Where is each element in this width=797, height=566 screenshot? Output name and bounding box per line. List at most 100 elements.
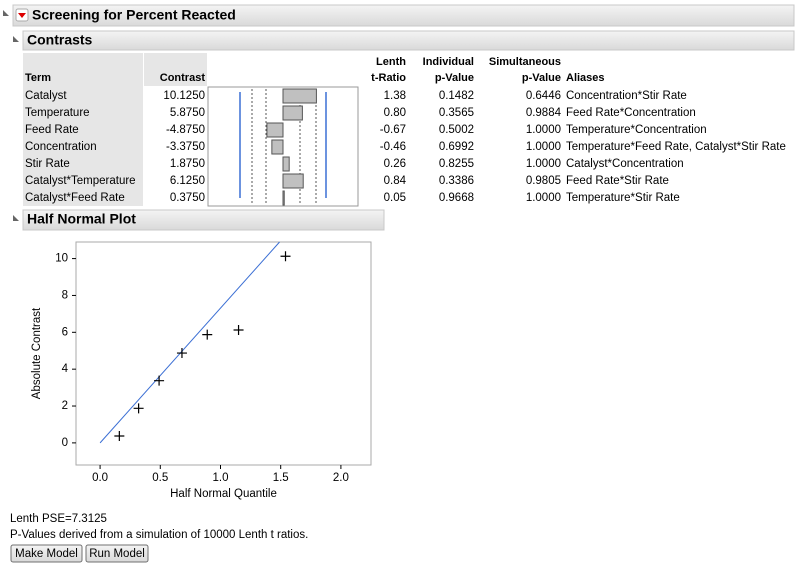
cell: 1.8750 — [170, 158, 205, 170]
cell: 1.0000 — [526, 124, 561, 136]
outline-header — [12, 4, 795, 27]
cell: 10.1250 — [163, 90, 205, 102]
red-triangle — [18, 13, 26, 18]
y-tick-label: 0 — [62, 437, 68, 449]
x-tick-label: 0.5 — [152, 472, 168, 484]
point — [114, 430, 125, 441]
cell: 0.9805 — [526, 175, 561, 187]
section-title: Half Normal Plot — [27, 211, 136, 227]
term: Catalyst*Temperature — [25, 175, 136, 187]
button-label[interactable]: Make Model — [15, 548, 78, 560]
y-tick-label: 4 — [62, 363, 69, 375]
cell: 0.6446 — [526, 90, 561, 102]
cell: Temperature*Concentration — [566, 124, 707, 136]
cell: Catalyst*Concentration — [566, 158, 684, 170]
plot-frame — [75, 241, 372, 466]
button-face[interactable] — [10, 544, 83, 563]
cell: 0.6992 — [439, 141, 474, 153]
column-header: Simultaneous — [489, 56, 561, 68]
button[interactable]: Run Model — [85, 544, 149, 563]
cell: 0.80 — [384, 107, 406, 119]
button[interactable]: Make Model — [10, 544, 83, 563]
y-tick-label: 2 — [62, 400, 68, 412]
column-header: Individual — [423, 56, 474, 68]
cell: -3.3750 — [166, 141, 205, 153]
x-tick-label: 0.0 — [92, 472, 108, 484]
contrast-bar — [271, 139, 284, 155]
cell: 0.3565 — [439, 107, 474, 119]
column-header: Aliases — [566, 72, 605, 84]
x-tick-label: 1.0 — [212, 472, 228, 484]
cell: Temperature*Stir Rate — [566, 192, 680, 204]
cell: 0.84 — [384, 175, 407, 187]
cell: -0.46 — [380, 141, 406, 153]
term: Feed Rate — [25, 124, 79, 136]
section-title: Contrasts — [27, 32, 93, 48]
y-tick-label: 6 — [62, 326, 68, 338]
column-header: p-Value — [435, 72, 474, 84]
column-header: Contrast — [160, 72, 206, 84]
cell: Feed Rate*Concentration — [566, 107, 696, 119]
cell: 1.0000 — [526, 192, 561, 204]
cell: 1.0000 — [526, 158, 561, 170]
point — [154, 375, 165, 386]
cell: 6.1250 — [170, 175, 205, 187]
column-header: Term — [25, 72, 51, 84]
cell: 0.26 — [384, 158, 406, 170]
pse-line — [99, 241, 280, 444]
contrast-header-bg — [144, 53, 207, 86]
term: Concentration — [25, 141, 97, 153]
cell: Concentration*Stir Rate — [566, 90, 687, 102]
contrast-bar — [282, 190, 285, 206]
cell: 0.3386 — [439, 175, 474, 187]
cell: 0.9668 — [439, 192, 474, 204]
section-header — [22, 30, 795, 51]
point — [280, 251, 291, 262]
x-axis-label: Half Normal Quantile — [170, 488, 277, 500]
note: P-Values derived from a simulation of 10… — [10, 529, 308, 541]
cell: Feed Rate*Stir Rate — [566, 175, 669, 187]
x-tick-label: 1.5 — [273, 472, 289, 484]
point — [133, 403, 144, 414]
pse-label: Lenth PSE= — [10, 513, 72, 525]
cell: 5.8750 — [170, 107, 205, 119]
column-header: Lenth — [376, 56, 406, 68]
cell: 0.3750 — [170, 192, 205, 204]
cell: -0.67 — [380, 124, 406, 136]
section-header — [22, 209, 385, 231]
term: Stir Rate — [25, 158, 70, 170]
column-header: t-Ratio — [371, 72, 406, 84]
column-header: p-Value — [522, 72, 561, 84]
cell: 1.38 — [384, 90, 406, 102]
term-column-bg — [23, 53, 143, 206]
contrast-bar — [266, 122, 284, 138]
disclosure-icon[interactable] — [13, 215, 19, 221]
term: Catalyst*Feed Rate — [25, 192, 125, 204]
x-tick-label: 2.0 — [333, 472, 349, 484]
button-face[interactable] — [85, 544, 149, 563]
lenth-pse-label: Lenth PSE=7.3125 — [10, 513, 107, 525]
margin-lines — [239, 92, 327, 198]
pse-value: 7.3125 — [72, 513, 107, 525]
cell: 0.9884 — [526, 107, 562, 119]
point — [176, 348, 187, 359]
cell: 0.1482 — [439, 90, 474, 102]
y-axis-label: Absolute Contrast — [31, 307, 43, 399]
disclosure-icon[interactable] — [3, 10, 9, 16]
cell: -4.8750 — [166, 124, 205, 136]
point — [202, 329, 213, 340]
cell: 0.8255 — [439, 158, 474, 170]
button-label[interactable]: Run Model — [89, 548, 145, 560]
y-tick-label: 10 — [55, 253, 68, 265]
y-tick-label: 8 — [62, 289, 68, 301]
report-title: Screening for Percent Reacted — [32, 7, 236, 23]
cell: 0.05 — [384, 192, 406, 204]
contrast-bar — [282, 156, 290, 172]
disclosure-icon[interactable] — [13, 36, 19, 42]
term: Temperature — [25, 107, 90, 119]
cell: Temperature*Feed Rate, Catalyst*Stir Rat… — [566, 141, 786, 153]
term: Catalyst — [25, 90, 67, 102]
contrast-bar — [282, 88, 317, 104]
